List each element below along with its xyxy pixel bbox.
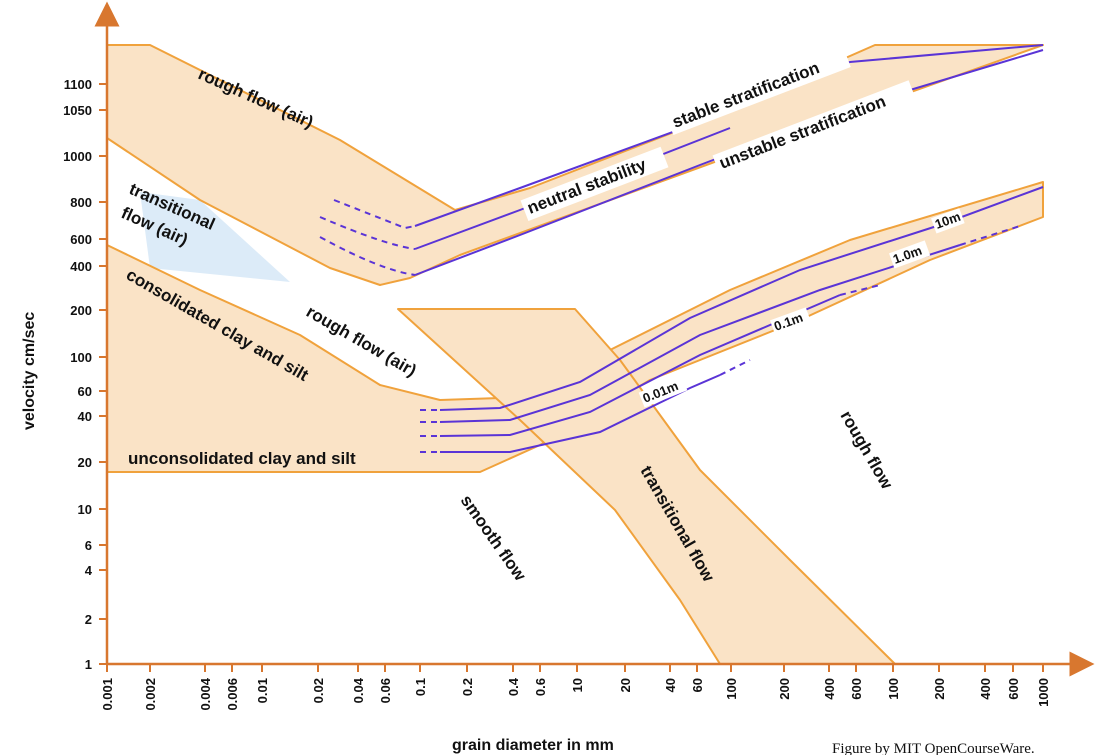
y-tick-label: 60: [78, 384, 92, 399]
y-tick-label: 4: [85, 563, 93, 578]
x-tick-label: 0.004: [198, 677, 213, 710]
x-tick-label: 0.6: [533, 678, 548, 696]
x-axis-title: grain diameter in mm: [452, 737, 614, 754]
depth-001m-dash: [719, 359, 751, 376]
y-tick-label: 1100: [64, 77, 92, 92]
y-tick-label: 1: [85, 657, 92, 672]
label-10m-group: 10m: [931, 208, 965, 234]
x-tick-label: 400: [978, 678, 993, 700]
stable-curve-dash: [333, 199, 416, 230]
depth-001m-curve: [440, 374, 721, 453]
y-tick-label: 1050: [63, 103, 92, 118]
depth-1m-curve: [439, 244, 961, 423]
y-axis-title: velocity cm/sec: [21, 312, 38, 430]
x-tick-label: 0.02: [311, 678, 326, 703]
x-tick-label: 400: [822, 678, 837, 700]
depth-01m-dash: [839, 284, 881, 296]
x-tick-label: 60: [690, 678, 705, 692]
y-ticks: 1 2 4 6 10 20 40 60 100 200 400 600 800 1000 1050 1100: [63, 77, 107, 672]
x-tick-label: 100: [724, 678, 739, 700]
y-tick-label: 40: [78, 409, 92, 424]
neutral-curve-dash: [319, 216, 416, 250]
y-tick-label: 20: [78, 455, 92, 470]
y-tick-label: 100: [70, 350, 92, 365]
y-tick-label: 200: [70, 303, 92, 318]
depth-01m-curve: [439, 294, 841, 437]
y-tick-label: 1000: [63, 149, 92, 164]
x-tick-label: 0.4: [506, 677, 521, 696]
x-tick-label: 200: [777, 678, 792, 700]
unstable-curve: [414, 49, 1044, 276]
y-tick-label: 400: [70, 259, 92, 274]
x-tick-label: 0.001: [100, 678, 115, 711]
x-tick-label: 0.04: [351, 677, 366, 703]
x-tick-label: 0.06: [378, 678, 393, 703]
smooth-flow-label: smooth flow: [457, 491, 530, 585]
x-tick-label: 600: [1006, 678, 1021, 700]
y-tick-label: 10: [78, 502, 92, 517]
x-tick-label: 1000: [1036, 678, 1051, 707]
unconsolidated-label: unconsolidated clay and silt: [128, 449, 356, 468]
unstable-curve-dash: [319, 236, 416, 276]
rough-flow-label: rough flow: [837, 408, 897, 493]
x-tick-label: 40: [663, 678, 678, 692]
y-tick-label: 600: [70, 232, 92, 247]
credit-text: Figure by MIT OpenCourseWare.: [832, 741, 1035, 755]
x-tick-label: 0.2: [460, 678, 475, 696]
x-tick-label: 200: [932, 678, 947, 700]
transitional-air-region: [140, 192, 290, 282]
x-tick-label: 20: [618, 678, 633, 692]
water-band-region: [106, 181, 1044, 473]
x-ticks: 0.001 0.002 0.004 0.006 0.01 0.02 0.04 0.06 0.1 0…: [100, 664, 1051, 711]
x-tick-label: 10: [570, 678, 585, 692]
y-tick-label: 800: [70, 195, 92, 210]
x-tick-label: 0.1: [413, 678, 428, 696]
x-tick-label: 0.002: [143, 678, 158, 711]
x-tick-label: 0.006: [225, 678, 240, 711]
x-tick-label: 600: [849, 678, 864, 700]
y-tick-label: 6: [85, 538, 92, 553]
x-tick-label: 0.01: [255, 678, 270, 703]
y-tick-label: 2: [85, 612, 92, 627]
x-tick-label: 100: [886, 678, 901, 700]
